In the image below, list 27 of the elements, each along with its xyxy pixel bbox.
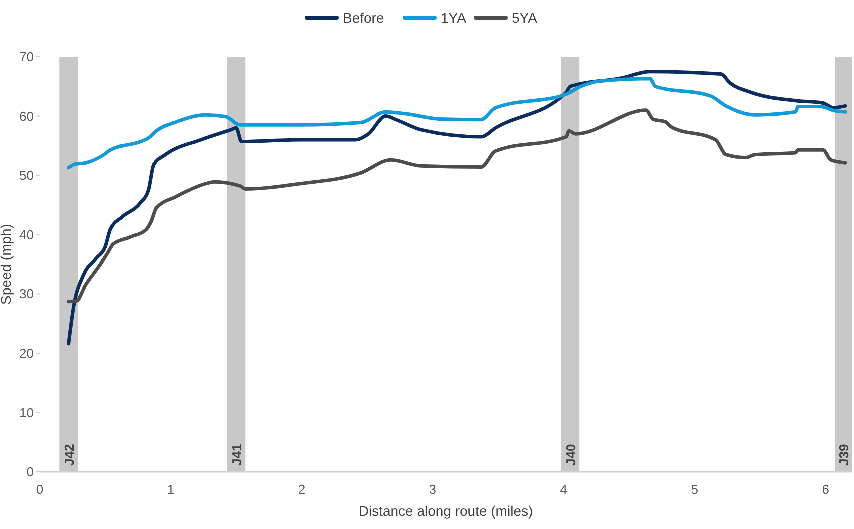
y-tick-label: 50 — [20, 168, 34, 184]
y-tick-label: 70 — [20, 50, 34, 65]
x-tick-label: 5 — [691, 482, 698, 497]
line-series — [67, 108, 848, 304]
x-tick-label: 6 — [822, 482, 830, 497]
x-tick-label: 3 — [429, 482, 437, 497]
x-tick-label: 1 — [167, 482, 175, 497]
band-label: J40 — [563, 444, 578, 466]
y-tick-label: 30 — [20, 286, 34, 302]
y-tick-label: 0 — [26, 464, 34, 480]
band-label: J42 — [62, 444, 77, 466]
y-tick-label: 20 — [20, 346, 34, 361]
y-tick-label: 10 — [20, 405, 34, 420]
legend-label: 5YA — [512, 10, 538, 26]
x-tick-label: 0 — [36, 482, 44, 497]
legend-label: 1YA — [441, 10, 468, 26]
x-tick-label: 2 — [298, 482, 306, 497]
line-series — [67, 70, 848, 346]
y-axis-title: Speed (mph) — [0, 224, 14, 305]
line-series — [67, 77, 848, 170]
x-tick-label: 4 — [560, 482, 568, 497]
band-label: J41 — [229, 444, 244, 466]
legend-label: Before — [343, 10, 384, 26]
y-tick-label: 60 — [20, 108, 34, 124]
x-axis-title: Distance along route (miles) — [358, 503, 534, 519]
band-label: J39 — [836, 444, 852, 466]
y-tick-label: 40 — [20, 227, 34, 242]
